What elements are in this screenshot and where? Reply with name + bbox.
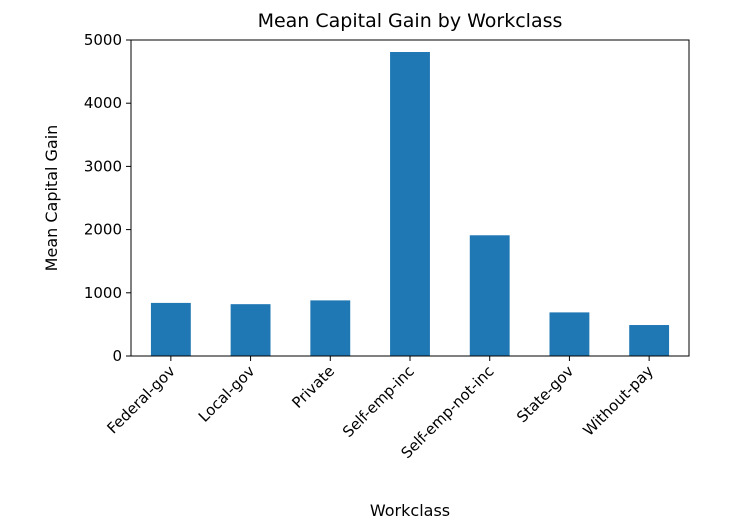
x-tick-label: Local-gov	[195, 362, 259, 426]
y-tick-label: 2000	[84, 221, 122, 239]
y-tick-label: 1000	[84, 284, 122, 302]
x-tick-label: Federal-gov	[104, 362, 179, 437]
bar-private	[310, 300, 351, 356]
bar-without-pay	[629, 325, 670, 356]
bars-group	[150, 52, 670, 357]
bar-self-emp-not-inc	[469, 235, 510, 356]
bar-self-emp-inc	[390, 52, 430, 357]
y-tick-label: 4000	[84, 94, 122, 112]
y-tick-label: 3000	[84, 157, 122, 175]
y-axis-label: Mean Capital Gain	[42, 125, 61, 272]
y-tick-label: 5000	[84, 31, 122, 49]
x-tick-label: State-gov	[513, 362, 577, 426]
x-axis-label: Workclass	[370, 501, 450, 520]
bar-federal-gov	[150, 302, 191, 356]
chart-title: Mean Capital Gain by Workclass	[258, 10, 563, 32]
plot-frame	[130, 39, 690, 357]
x-tick-label: Self-emp-inc	[339, 362, 418, 441]
x-axis: Federal-gov Local-gov Private Self-emp-inc S…	[104, 356, 657, 462]
x-tick-label: Private	[288, 362, 338, 412]
bar-local-gov	[230, 304, 271, 356]
y-tick-label: 0	[112, 347, 122, 365]
bar-state-gov	[549, 312, 590, 356]
y-axis: 0 1000 2000 3000 4000 5000	[84, 31, 131, 365]
x-tick-label: Without-pay	[579, 362, 657, 440]
